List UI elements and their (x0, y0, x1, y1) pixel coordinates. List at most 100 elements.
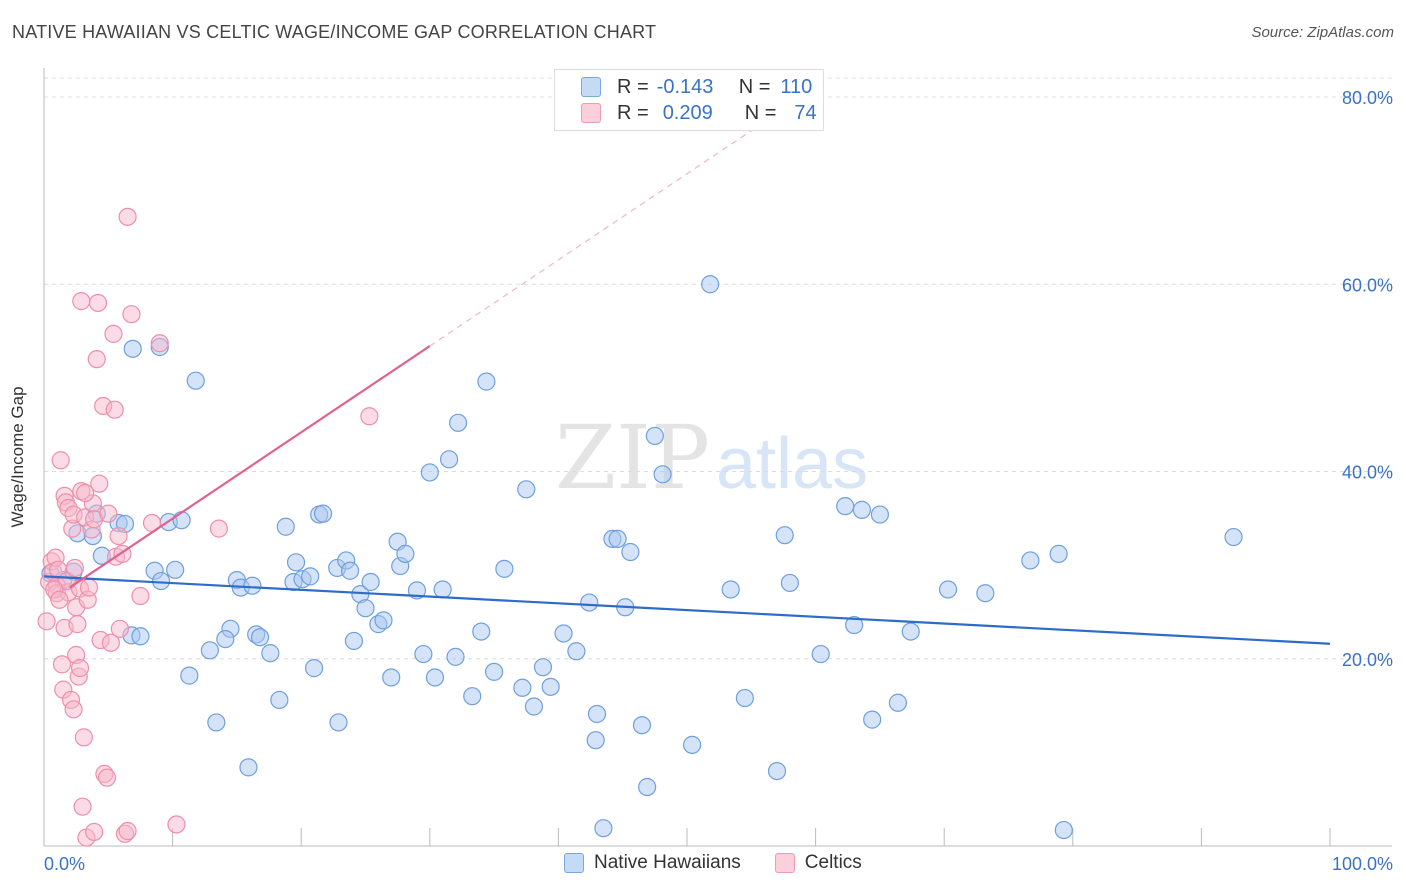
point-celtic (64, 700, 83, 719)
point-native-hawaiian (608, 529, 627, 549)
point-native-hawaiian (361, 572, 380, 592)
point-native-hawaiian (374, 611, 393, 630)
point-celtic (68, 615, 87, 634)
y-tick-label: 60.0% (1342, 275, 1393, 295)
point-native-hawaiian (243, 576, 262, 595)
point-celtic (85, 822, 104, 842)
point-celtic (109, 527, 128, 546)
point-native-hawaiian (207, 713, 226, 732)
correlation-legend: R = -0.143 N = 110 R = 0.209 N = 74 (554, 69, 824, 131)
point-celtic (90, 474, 109, 493)
point-native-hawaiian (472, 622, 491, 641)
point-celtic (99, 504, 118, 523)
point-native-hawaiian (477, 372, 496, 391)
point-native-hawaiian (420, 463, 439, 482)
x-tick-label: 0.0% (44, 854, 85, 874)
point-celtic (52, 655, 72, 674)
point-celtic (105, 400, 124, 419)
point-native-hawaiian (382, 668, 401, 687)
legend-swatch-blue (581, 77, 601, 97)
point-native-hawaiian (767, 761, 787, 781)
y-tick-label: 20.0% (1342, 650, 1393, 670)
x-tick-label: 100.0% (1332, 854, 1393, 874)
point-celtic (118, 821, 137, 841)
point-celtic (50, 590, 69, 609)
point-celtic (150, 334, 169, 353)
point-native-hawaiian (200, 641, 219, 660)
point-celtic (118, 207, 137, 226)
y-tick-label: 40.0% (1342, 463, 1393, 483)
point-native-hawaiian (721, 580, 740, 599)
point-native-hawaiian (852, 500, 871, 519)
trendline-native-hawaiians (43, 575, 1331, 645)
point-native-hawaiian (580, 593, 599, 612)
point-native-hawaiian (340, 561, 360, 580)
point-native-hawaiian (186, 371, 205, 390)
legend-r-value: 0.209 (662, 101, 713, 124)
point-celtic (87, 350, 106, 369)
point-native-hawaiian (344, 631, 364, 651)
point-celtic (37, 612, 56, 631)
point-native-hawaiian (554, 624, 573, 643)
point-native-hawaiian (845, 615, 864, 635)
point-native-hawaiian (735, 688, 754, 708)
point-celtic (122, 305, 141, 324)
point-native-hawaiian (701, 275, 720, 294)
point-celtic (167, 815, 186, 834)
point-celtic (65, 558, 84, 578)
series-legend: Native Hawaiians Celtics (564, 852, 896, 874)
point-native-hawaiian (286, 553, 306, 572)
point-celtic (79, 578, 99, 597)
series-legend-native-hawaiians: Native Hawaiians (564, 852, 741, 874)
point-native-hawaiian (172, 511, 191, 530)
point-native-hawaiian (683, 735, 702, 754)
point-native-hawaiian (216, 629, 235, 649)
point-celtic (97, 768, 117, 787)
point-native-hawaiian (329, 713, 348, 732)
point-celtic (104, 324, 123, 343)
point-native-hawaiian (495, 559, 514, 578)
point-native-hawaiian (775, 526, 794, 545)
legend-n-value: 110 (780, 75, 813, 98)
series-name: Native Hawaiians (594, 852, 741, 873)
legend-r-label: R = (617, 75, 649, 98)
point-native-hawaiian (524, 697, 544, 716)
point-native-hawaiian (513, 678, 532, 697)
point-native-hawaiian (836, 497, 855, 516)
point-native-hawaiian (888, 693, 908, 712)
point-native-hawaiian (261, 644, 280, 663)
point-native-hawaiian (166, 560, 185, 579)
legend-n-label: N = (738, 75, 771, 98)
series-name: Celtics (804, 852, 862, 873)
point-native-hawaiian (938, 580, 958, 599)
point-native-hawaiian (151, 571, 171, 591)
point-native-hawaiian (567, 642, 586, 661)
point-native-hawaiian (446, 647, 465, 666)
legend-n-value: 74 (794, 101, 817, 124)
point-native-hawaiian (448, 413, 468, 432)
point-native-hawaiian (811, 644, 830, 664)
point-native-hawaiian (1224, 527, 1243, 547)
point-native-hawaiian (239, 758, 258, 777)
legend-row-native-hawaiians: R = -0.143 N = 110 (581, 74, 812, 100)
point-native-hawaiian (463, 687, 482, 706)
point-celtic (110, 619, 129, 638)
trendline-celtics (69, 345, 431, 589)
point-native-hawaiian (645, 426, 664, 446)
point-celtic (76, 483, 95, 503)
point-native-hawaiian (621, 542, 640, 562)
legend-swatch-pink (581, 103, 601, 123)
point-celtic (72, 292, 91, 311)
point-native-hawaiian (270, 690, 289, 710)
point-native-hawaiian (301, 567, 320, 586)
point-native-hawaiian (638, 777, 657, 797)
point-celtic (88, 293, 108, 313)
legend-row-celtics: R = 0.209 N = 74 (581, 100, 817, 126)
point-native-hawaiian (901, 622, 920, 641)
point-native-hawaiian (870, 505, 890, 524)
point-native-hawaiian (594, 819, 613, 838)
point-native-hawaiian (1054, 820, 1073, 840)
point-celtic (51, 451, 70, 470)
point-native-hawaiian (313, 504, 333, 523)
